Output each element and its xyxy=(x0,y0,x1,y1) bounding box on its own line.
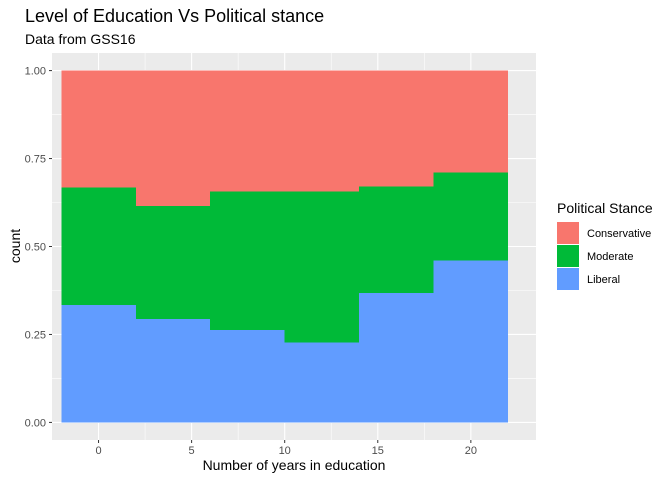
bar-moderate-2 xyxy=(210,191,285,331)
legend-title: Political Stance xyxy=(557,200,653,216)
bar-moderate-3 xyxy=(284,191,360,343)
x-tick-label: 0 xyxy=(95,445,101,457)
bar-liberal-0 xyxy=(61,304,136,423)
legend-key-liberal xyxy=(557,268,579,290)
y-tick-label: 0.75 xyxy=(25,154,46,166)
x-tick-label: 10 xyxy=(279,445,291,457)
x-tick-label: 5 xyxy=(189,445,195,457)
y-tick-label: 0.25 xyxy=(25,329,46,341)
y-axis-title: count xyxy=(7,229,23,263)
legend-label-conservative: Conservative xyxy=(587,228,651,240)
bar-moderate-4 xyxy=(359,186,434,293)
bar-liberal-3 xyxy=(284,342,360,423)
bar-conservative-2 xyxy=(210,70,285,192)
bar-liberal-1 xyxy=(135,318,211,423)
chart-title: Level of Education Vs Political stance xyxy=(25,6,324,26)
legend-label-moderate: Moderate xyxy=(587,251,633,263)
bar-moderate-5 xyxy=(433,172,509,261)
bar-liberal-2 xyxy=(210,330,285,423)
bar-conservative-3 xyxy=(284,70,360,192)
bar-conservative-0 xyxy=(61,70,136,188)
legend: Political Stance Conservative Moderate Lib… xyxy=(557,200,653,290)
y-tick-label: 1.00 xyxy=(25,66,46,78)
bars xyxy=(61,70,509,423)
bar-liberal-5 xyxy=(433,260,509,423)
y-tick-label: 0.00 xyxy=(25,417,46,429)
bar-moderate-1 xyxy=(135,206,211,319)
axis-ticks: 0 5 10 15 20 0.00 0.25 0.50 0.75 1.00 xyxy=(25,66,477,457)
bar-conservative-5 xyxy=(433,70,509,173)
bar-conservative-1 xyxy=(135,70,211,207)
legend-key-conservative xyxy=(557,222,579,244)
bar-moderate-0 xyxy=(61,187,136,305)
legend-key-moderate xyxy=(557,245,579,267)
x-axis-title: Number of years in education xyxy=(203,457,386,473)
bar-liberal-4 xyxy=(359,292,434,423)
chart-subtitle: Data from GSS16 xyxy=(25,31,136,47)
bar-conservative-4 xyxy=(359,70,434,187)
y-tick-label: 0.50 xyxy=(25,242,46,254)
x-tick-label: 20 xyxy=(465,445,477,457)
x-tick-label: 15 xyxy=(372,445,384,457)
legend-label-liberal: Liberal xyxy=(587,274,620,286)
